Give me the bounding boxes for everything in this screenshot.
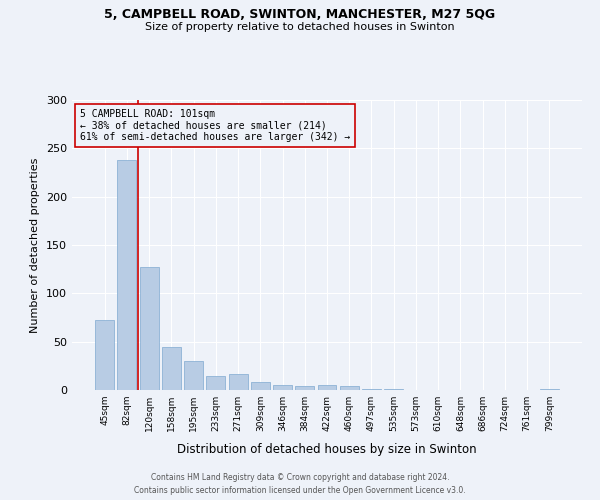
Bar <box>140 267 158 390</box>
Text: Distribution of detached houses by size in Swinton: Distribution of detached houses by size … <box>177 442 477 456</box>
Bar <box>273 385 292 390</box>
Bar <box>362 389 381 390</box>
Y-axis label: Number of detached properties: Number of detached properties <box>31 158 40 332</box>
Text: 5, CAMPBELL ROAD, SWINTON, MANCHESTER, M27 5QG: 5, CAMPBELL ROAD, SWINTON, MANCHESTER, M… <box>104 8 496 20</box>
Bar <box>295 386 314 390</box>
Bar <box>118 160 136 390</box>
Bar <box>95 320 114 390</box>
Bar <box>340 386 359 390</box>
Text: Size of property relative to detached houses in Swinton: Size of property relative to detached ho… <box>145 22 455 32</box>
Bar <box>251 382 270 390</box>
Text: 5 CAMPBELL ROAD: 101sqm
← 38% of detached houses are smaller (214)
61% of semi-d: 5 CAMPBELL ROAD: 101sqm ← 38% of detache… <box>80 108 350 142</box>
Text: Contains HM Land Registry data © Crown copyright and database right 2024.
Contai: Contains HM Land Registry data © Crown c… <box>134 474 466 495</box>
Bar <box>162 348 181 390</box>
Bar <box>206 376 225 390</box>
Bar <box>317 385 337 390</box>
Bar <box>384 389 403 390</box>
Bar <box>229 374 248 390</box>
Bar <box>540 389 559 390</box>
Bar <box>184 361 203 390</box>
